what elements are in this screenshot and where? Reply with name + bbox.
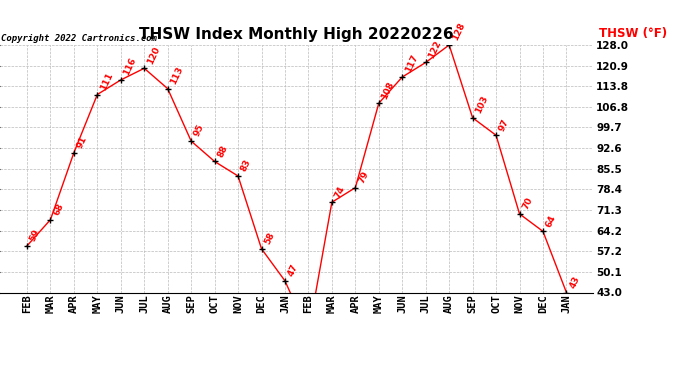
Text: 47: 47	[286, 263, 300, 278]
Text: Copyright 2022 Cartronics.com: Copyright 2022 Cartronics.com	[1, 33, 157, 42]
Text: 108: 108	[380, 80, 396, 100]
Text: 59: 59	[28, 228, 42, 243]
Text: 88: 88	[216, 144, 230, 159]
Text: 120: 120	[146, 45, 161, 66]
Text: THSW (°F): THSW (°F)	[600, 27, 667, 40]
Text: 97: 97	[497, 117, 511, 132]
Text: 91: 91	[75, 135, 89, 150]
Text: 103: 103	[474, 94, 490, 115]
Title: THSW Index Monthly High 20220226: THSW Index Monthly High 20220226	[139, 27, 454, 42]
Text: 64: 64	[544, 213, 558, 229]
Text: 68: 68	[52, 202, 66, 217]
Text: 113: 113	[169, 65, 185, 86]
Text: 111: 111	[99, 71, 115, 92]
Text: 95: 95	[193, 123, 206, 138]
Text: 79: 79	[357, 170, 371, 185]
Text: 29: 29	[0, 374, 1, 375]
Text: 58: 58	[263, 231, 277, 246]
Text: 83: 83	[239, 158, 253, 173]
Text: 70: 70	[521, 196, 534, 211]
Text: 116: 116	[122, 56, 138, 77]
Text: 43: 43	[568, 274, 581, 290]
Text: 74: 74	[333, 184, 347, 200]
Text: 117: 117	[404, 53, 420, 74]
Text: 122: 122	[427, 39, 443, 60]
Text: 128: 128	[451, 21, 466, 42]
